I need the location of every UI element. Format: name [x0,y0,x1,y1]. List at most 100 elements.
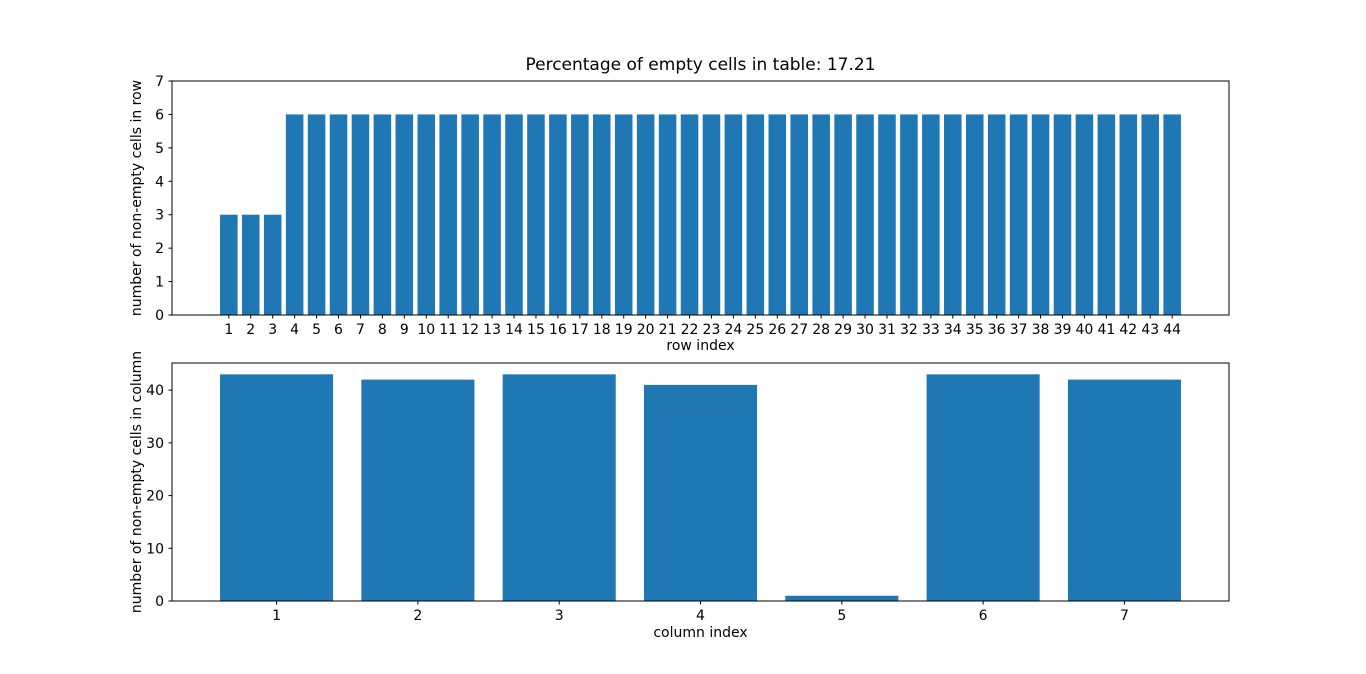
row-chart-x-tick-label: 39 [1054,322,1072,338]
row-chart-x-tick-label: 24 [724,322,742,338]
column-chart-bar [502,374,616,601]
row-chart-x-tick-label: 32 [900,322,918,338]
row-chart-bar [878,114,896,316]
row-chart-x-tick-label: 44 [1163,322,1181,338]
column-chart-bar [1067,379,1181,601]
row-chart-bar [856,114,874,316]
row-chart-x-tick-label: 3 [268,322,277,338]
row-chart-bar [900,114,918,316]
row-chart-bar [220,214,238,315]
row-chart-bar [965,114,984,316]
row-chart-bar [768,114,787,316]
row-chart-bar [351,114,370,316]
row-chart-x-tick-label: 8 [378,322,387,338]
row-chart-bar [307,114,326,316]
row-chart-x-tick-label: 17 [571,322,589,338]
row-chart-bar [1009,114,1028,316]
row-chart-bar [549,114,567,316]
column-chart-y-tick-label: 30 [146,436,164,452]
row-chart-y-tick-label: 6 [155,107,164,123]
row-chart-x-tick-label: 7 [356,322,365,338]
row-chart-bar [461,114,479,316]
row-chart-x-tick-label: 21 [659,322,677,338]
row-chart-bar [658,114,677,316]
row-chart-bar [417,114,436,316]
row-chart-bar [373,114,392,316]
row-chart-x-tick-label: 11 [439,322,457,338]
row-chart-y-tick-label: 4 [155,174,164,190]
row-chart-x-tick-label: 20 [637,322,655,338]
column-chart-x-tick-label: 4 [696,608,705,624]
column-chart-bar [220,374,334,601]
row-chart-bar [702,114,721,316]
row-chart-bar [241,214,260,315]
row-chart-x-tick-label: 30 [856,322,874,338]
row-chart-spines [171,80,1230,316]
row-chart-y-tick-label: 0 [155,308,164,324]
row-chart-x-tick-label: 37 [1010,322,1028,338]
row-chart-bar [812,114,830,316]
row-chart-x-tick-label: 26 [768,322,786,338]
row-chart-x-tick-label: 13 [483,322,501,338]
row-chart-x-tick-label: 34 [944,322,962,338]
column-chart-y-tick-label: 20 [146,489,164,505]
row-chart-bar [1031,114,1050,316]
row-chart-x-tick-label: 36 [988,322,1006,338]
row-chart-bar [1075,114,1094,316]
row-chart-bar [834,114,852,316]
row-chart-bar [636,114,655,316]
row-chart: 1 2 3 4 5 6 7 8 9 10 11 12 13 14 15 16 17 18 19 20 21 22 23 24 2… [155,74,1230,338]
row-chart-x-tick-label: 1 [224,322,233,338]
column-chart-bar [785,595,899,601]
row-chart-x-tick-label: 16 [549,322,567,338]
row-chart-x-tick-label: 2 [246,322,255,338]
row-chart-x-tick-label: 9 [400,322,409,338]
chart-title: Percentage of empty cells in table: 17.2… [525,55,876,75]
row-chart-bar [329,114,348,316]
row-chart-x-tick-label: 12 [461,322,479,338]
column-chart-bar [643,384,758,601]
row-chart-x-tick-label: 41 [1097,322,1115,338]
row-chart-y-tick-label: 5 [155,141,164,157]
row-chart-x-tick-label: 10 [417,322,435,338]
row-chart-x-tick-label: 18 [593,322,611,338]
row-chart-x-tick-label: 40 [1076,322,1094,338]
column-chart: 1 2 3 4 5 6 7 0 10 20 30 40 [146,362,1230,624]
row-chart-bar [1097,114,1116,316]
column-chart-x-tick-label: 5 [837,608,846,624]
column-chart-bar [361,379,475,601]
row-chart-x-tick-label: 33 [922,322,940,338]
row-chart-bar [944,114,962,316]
row-chart-bar [724,114,743,316]
row-chart-bar [263,214,282,315]
row-chart-x-tick-label: 19 [615,322,633,338]
column-chart-spines [171,362,1230,602]
row-chart-bar [593,114,611,316]
row-chart-x-tick-label: 28 [812,322,830,338]
row-chart-x-tick-label: 15 [527,322,545,338]
column-chart-y-tick-label: 40 [146,383,164,399]
row-chart-y-tick-label: 7 [155,74,164,90]
row-chart-y-tick-label: 1 [155,275,164,291]
column-chart-x-tick-label: 6 [979,608,988,624]
column-chart-x-tick-label: 7 [1120,608,1129,624]
row-chart-x-tick-label: 38 [1032,322,1050,338]
column-chart-xlabel: column index [653,625,748,641]
column-chart-x-tick-label: 1 [272,608,281,624]
column-chart-ylabel: number of non-empty cells in column [129,350,145,614]
row-chart-ylabel: number of non-empty cells in row [129,79,145,317]
row-chart-x-tick-label: 43 [1141,322,1159,338]
row-chart-bar [1119,114,1138,316]
row-chart-bar [527,114,545,316]
column-chart-bar [926,374,1040,601]
row-chart-bar [790,114,808,316]
row-chart-bar [439,114,457,316]
row-chart-x-tick-label: 6 [334,322,343,338]
row-chart-bar [1163,114,1181,316]
row-chart-bar [680,114,699,316]
row-chart-bar [1141,114,1160,316]
row-chart-x-tick-label: 14 [505,322,523,338]
column-chart-x-tick-label: 3 [555,608,564,624]
